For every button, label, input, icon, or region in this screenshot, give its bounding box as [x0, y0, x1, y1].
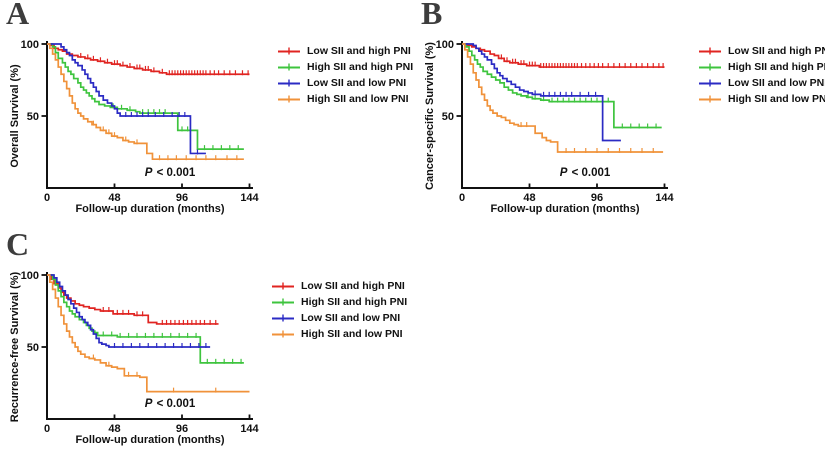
- legend-item: Low SII and low PNI: [272, 312, 407, 324]
- panel-b-pvalue: P < 0.001: [560, 167, 611, 179]
- legend-item: High SII and low PNI: [272, 328, 407, 340]
- x-tick-label: 48: [523, 192, 535, 204]
- km-curve: [47, 274, 250, 393]
- panel-c-pvalue: P < 0.001: [145, 398, 196, 410]
- legend-line-swatch: [272, 330, 294, 338]
- km-curve: [47, 274, 219, 325]
- pvalue-symbol: P: [144, 398, 153, 410]
- legend-label: High SII and low PNI: [728, 93, 825, 105]
- legend-line-swatch: [699, 79, 721, 87]
- x-tick-label: 144: [240, 192, 259, 204]
- x-tick-label: 48: [108, 423, 120, 435]
- km-curve: [47, 43, 250, 76]
- x-tick-label: 0: [459, 192, 465, 204]
- legend-item: Low SII and low PNI: [699, 77, 825, 89]
- panel-a-x-axis-label: Follow-up duration (months): [75, 203, 225, 215]
- y-tick-label: 100: [436, 39, 454, 51]
- y-tick-label: 100: [21, 39, 39, 51]
- km-plot-c: 50 100 0 48 96 144: [21, 270, 260, 435]
- km-curve: [47, 274, 211, 348]
- legend-line-swatch: [272, 298, 294, 306]
- legend-line-swatch: [272, 282, 294, 290]
- panel-a-letter: A: [6, 0, 30, 31]
- legend-line-swatch: [699, 47, 721, 55]
- pvalue-symbol: P: [144, 167, 153, 179]
- legend-item: High SII and high PNI: [278, 61, 413, 73]
- legend-label: High SII and high PNI: [307, 61, 414, 73]
- panel-b-letter: B: [421, 0, 443, 31]
- legend-label: Low SII and high PNI: [728, 45, 825, 57]
- x-tick-label: 0: [44, 192, 50, 204]
- pvalue-symbol: P: [559, 167, 568, 179]
- axes: [461, 41, 668, 189]
- km-curve: [462, 43, 664, 153]
- y-tick-label: 100: [21, 270, 39, 282]
- legend-label: Low SII and low PNI: [728, 77, 825, 89]
- legend-line-swatch: [278, 79, 300, 87]
- legend-item: Low SII and high PNI: [272, 280, 407, 292]
- panel-c-letter: C: [6, 226, 30, 262]
- km-curve: [47, 43, 244, 161]
- panel-a-legend: Low SII and high PNI High SII and high PN…: [278, 45, 413, 105]
- km-curve: [47, 43, 244, 150]
- km-plot-a: 50 100 0 48 96 144: [21, 39, 260, 204]
- legend-line-swatch: [699, 63, 721, 71]
- km-plot-b: 50 100 0 48 96 144: [436, 39, 675, 204]
- km-curve: [462, 43, 662, 129]
- legend-line-swatch: [278, 47, 300, 55]
- y-tick-label: 50: [442, 111, 454, 123]
- y-tick-label: 50: [27, 111, 39, 123]
- legend-item: High SII and high PNI: [699, 61, 825, 73]
- panel-b-km-chart: 50 100 0 48 96 144: [436, 39, 675, 204]
- legend-item: Low SII and high PNI: [278, 45, 413, 57]
- x-tick-label: 144: [655, 192, 674, 204]
- x-tick-label: 96: [591, 192, 603, 204]
- legend-label: Low SII and low PNI: [307, 77, 407, 89]
- x-tick-label: 96: [176, 192, 188, 204]
- legend-line-swatch: [278, 95, 300, 103]
- km-curve: [47, 43, 206, 155]
- panel-b-x-axis-label: Follow-up duration (months): [490, 203, 640, 215]
- legend-line-swatch: [272, 314, 294, 322]
- legend-label: High SII and low PNI: [307, 93, 409, 105]
- pvalue-text: < 0.001: [153, 167, 196, 179]
- panel-b-legend: Low SII and high PNI High SII and high PN…: [699, 45, 825, 105]
- legend-label: High SII and high PNI: [728, 61, 825, 73]
- panel-b: B Cancer-specific Survival (%) 50 100 0 48 9…: [415, 0, 825, 231]
- x-tick-label: 0: [44, 423, 50, 435]
- km-curve: [462, 43, 621, 142]
- km-curve: [47, 274, 244, 364]
- legend-item: Low SII and low PNI: [278, 77, 413, 89]
- legend-label: Low SII and high PNI: [301, 280, 405, 292]
- panel-c: C Recurrence-free Survival (%) 50 100 0 48 9…: [0, 226, 420, 458]
- legend-item: Low SII and high PNI: [699, 45, 825, 57]
- x-tick-label: 96: [176, 423, 188, 435]
- panel-c-legend: Low SII and high PNI High SII and high PN…: [272, 280, 407, 340]
- x-tick-label: 48: [108, 192, 120, 204]
- y-tick-label: 50: [27, 342, 39, 354]
- legend-line-swatch: [699, 95, 721, 103]
- legend-item: High SII and low PNI: [278, 93, 413, 105]
- legend-line-swatch: [278, 63, 300, 71]
- pvalue-text: < 0.001: [568, 167, 611, 179]
- panel-c-x-axis-label: Follow-up duration (months): [75, 434, 225, 446]
- km-curve: [462, 43, 665, 68]
- legend-item: High SII and high PNI: [272, 296, 407, 308]
- panel-a: A Overall Survival (%) 50 100 0 48 96 144 P <…: [0, 0, 420, 231]
- panel-c-km-chart: 50 100 0 48 96 144: [21, 270, 260, 435]
- x-tick-label: 144: [240, 423, 259, 435]
- axes: [46, 272, 253, 420]
- panel-a-km-chart: 50 100 0 48 96 144: [21, 39, 260, 204]
- legend-item: High SII and low PNI: [699, 93, 825, 105]
- legend-label: High SII and low PNI: [301, 328, 403, 340]
- legend-label: Low SII and high PNI: [307, 45, 411, 57]
- pvalue-text: < 0.001: [153, 398, 196, 410]
- legend-label: High SII and high PNI: [301, 296, 408, 308]
- legend-label: Low SII and low PNI: [301, 312, 401, 324]
- panel-a-pvalue: P < 0.001: [145, 167, 196, 179]
